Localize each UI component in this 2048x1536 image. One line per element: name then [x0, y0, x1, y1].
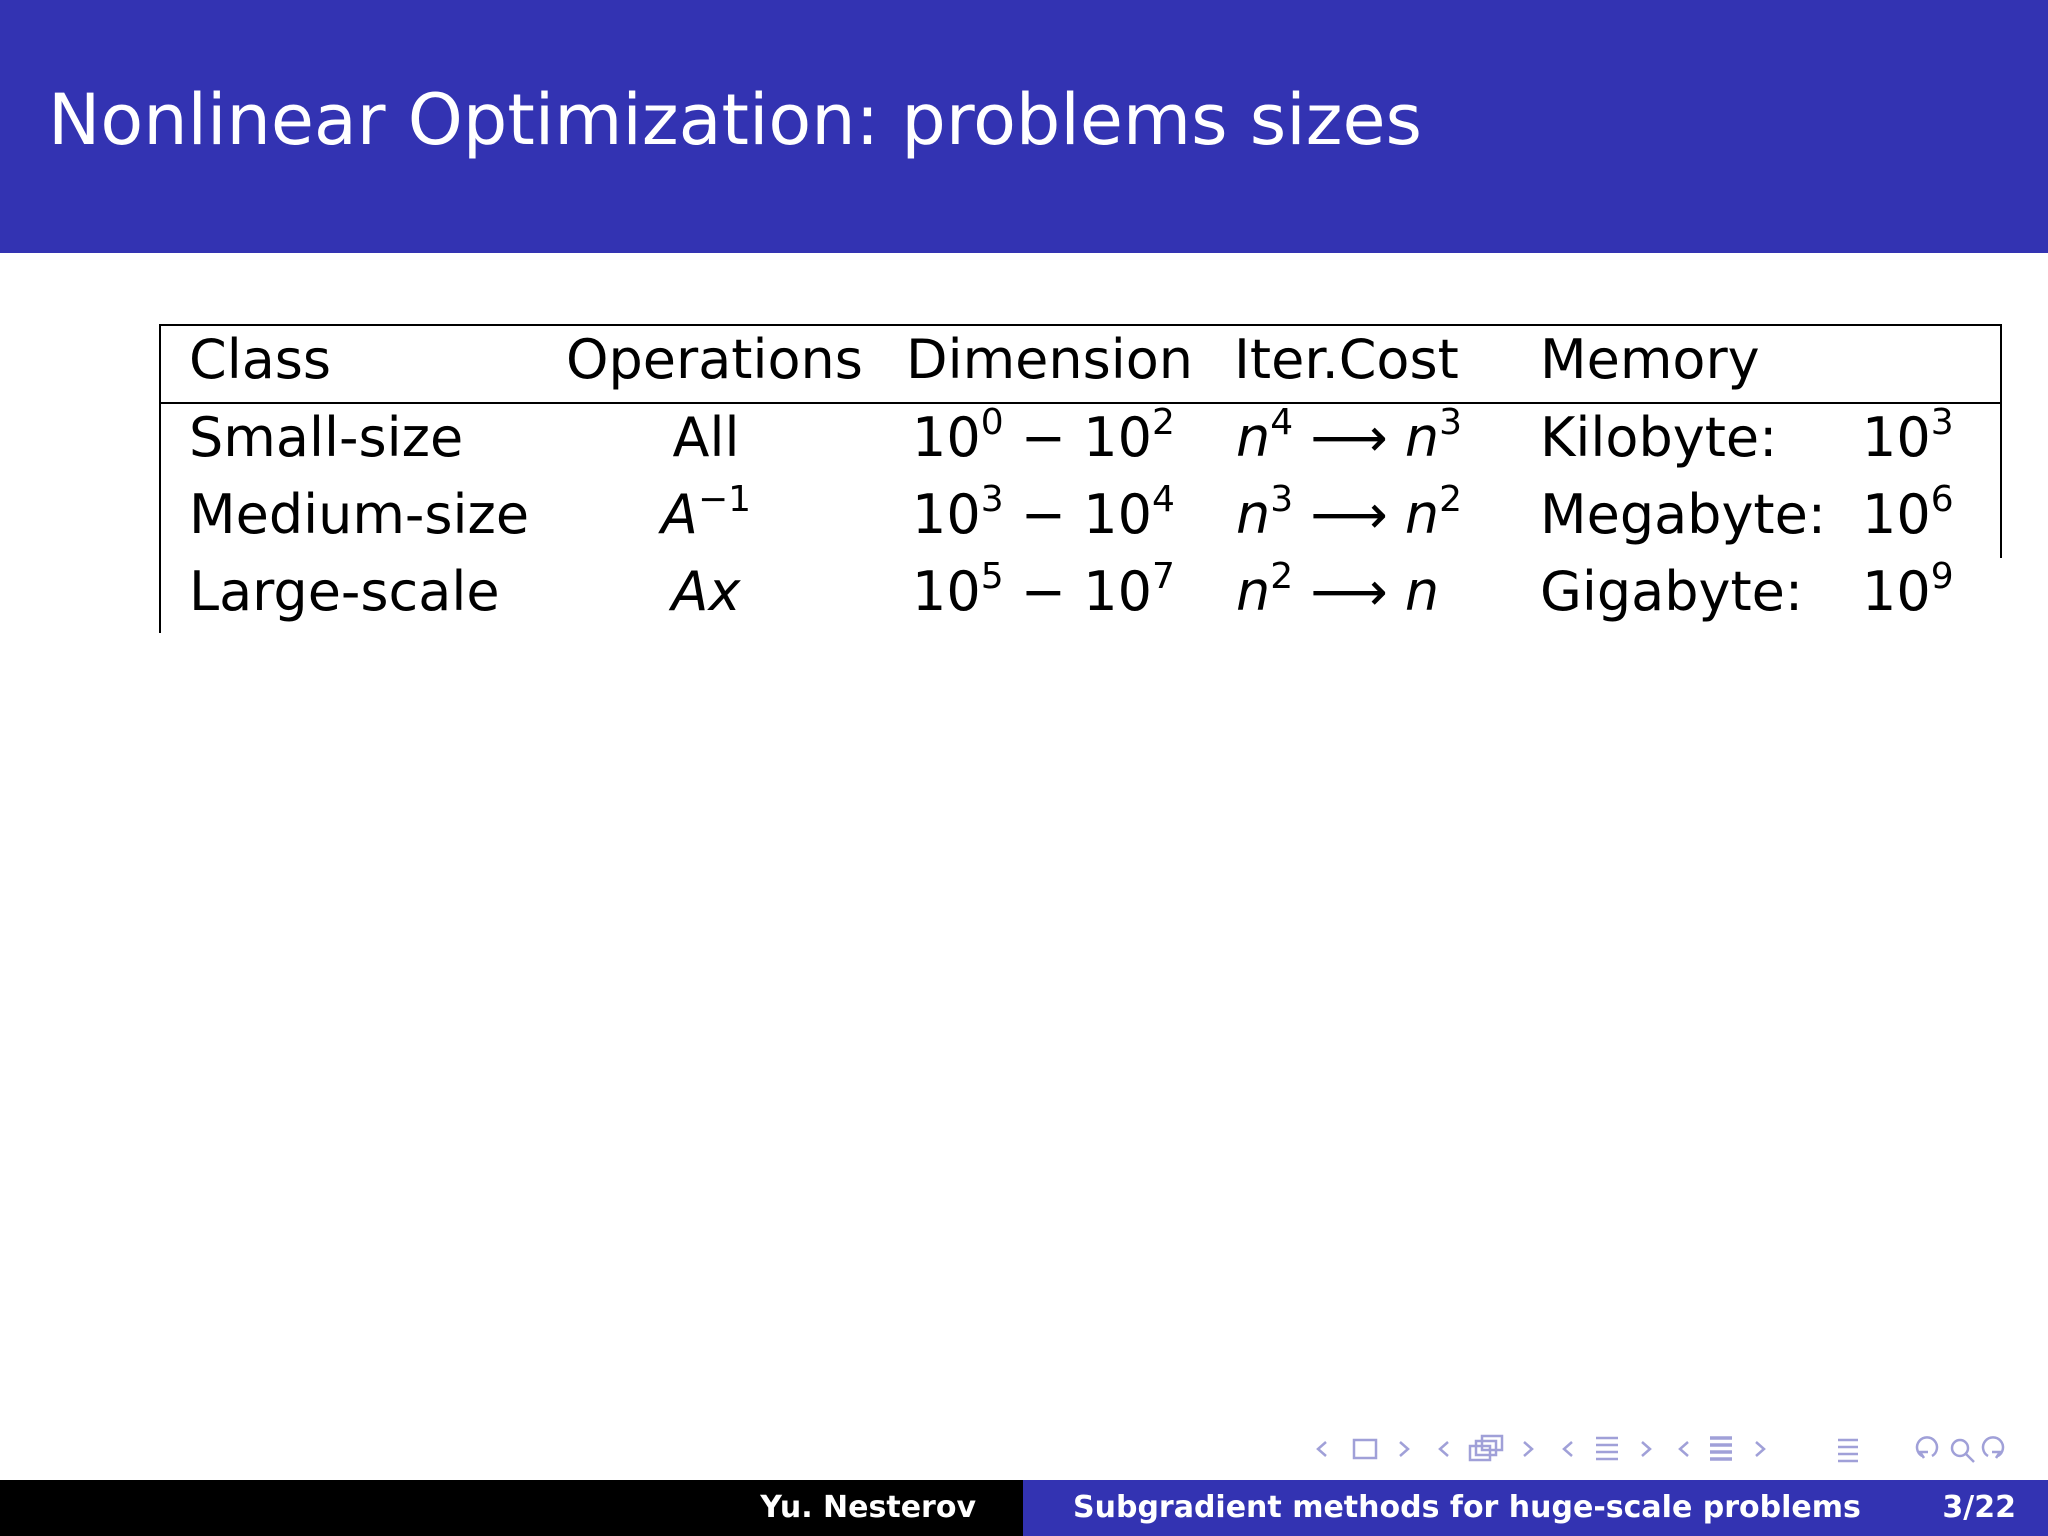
footer-page-number: 3/22 [1942, 1490, 2016, 1525]
row-operations: Ax [671, 560, 741, 623]
row-operations: All [672, 406, 740, 469]
nav-frame-icon[interactable] [1316, 1438, 1410, 1460]
row-dimension: 105 − 107 [912, 556, 1175, 623]
row-dimension: 100 − 102 [912, 402, 1175, 469]
slide-header: Nonlinear Optimization: problems sizes [0, 0, 2048, 253]
footer-talk-title: Subgradient methods for huge-scale probl… [1073, 1490, 1861, 1525]
row-memory-value: 109 [1862, 556, 1954, 623]
row-memory-label: Kilobyte: [1540, 406, 1778, 469]
row-iter-cost: n2 ⟶ n [1236, 556, 1440, 623]
row-memory-value: 106 [1862, 479, 1954, 546]
slide-footer: Yu. Nesterov Subgradient methods for hug… [0, 1480, 2048, 1536]
row-memory-label: Megabyte: [1540, 483, 1827, 546]
header-memory: Memory [1540, 328, 1760, 391]
nav-subsubsection-icon[interactable] [1678, 1436, 1766, 1461]
row-class: Medium-size [189, 483, 530, 546]
nav-align-icon[interactable] [1838, 1438, 1858, 1463]
nav-section-icon[interactable] [1562, 1436, 1652, 1461]
footer-author-name: Yu. Nesterov [760, 1490, 976, 1525]
header-iter-cost: Iter.Cost [1234, 328, 1459, 391]
header-class: Class [189, 328, 332, 391]
beamer-navigation-bar [1310, 1432, 2030, 1468]
nav-subsection-icon[interactable] [1438, 1434, 1534, 1462]
table-right-border [2000, 324, 2002, 558]
table-left-border [159, 324, 161, 633]
nav-search-icon[interactable] [1915, 1436, 2005, 1463]
navigation-symbols [1316, 1434, 2005, 1463]
footer-author: Yu. Nesterov [0, 1480, 1023, 1536]
header-operations: Operations [566, 328, 863, 391]
footer-title-block: Subgradient methods for huge-scale probl… [1023, 1480, 2048, 1536]
row-class: Small-size [189, 406, 464, 469]
header-dimension: Dimension [906, 328, 1194, 391]
row-class: Large-scale [189, 560, 500, 623]
row-memory-value: 103 [1862, 402, 1954, 469]
row-iter-cost: n4 ⟶ n3 [1236, 402, 1463, 469]
row-operations: A−1 [660, 479, 752, 546]
table-header-rule [159, 402, 2002, 404]
row-dimension: 103 − 104 [912, 479, 1175, 546]
row-iter-cost: n3 ⟶ n2 [1236, 479, 1463, 546]
problem-sizes-table: Class Operations Dimension Iter.Cost Mem… [0, 0, 2048, 700]
table-top-rule [159, 324, 2002, 326]
row-memory-label: Gigabyte: [1540, 560, 1804, 623]
slide-title: Nonlinear Optimization: problems sizes [48, 79, 1422, 161]
